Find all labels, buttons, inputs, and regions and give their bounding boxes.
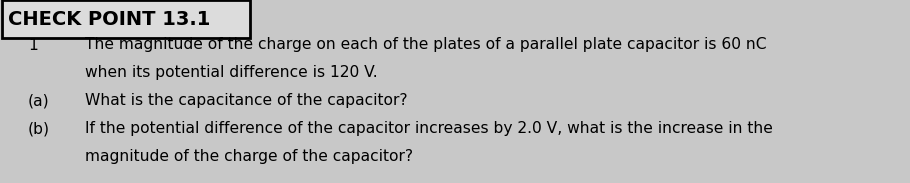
- Text: What is the capacitance of the capacitor?: What is the capacitance of the capacitor…: [85, 94, 408, 109]
- Text: when its potential difference is 120 V.: when its potential difference is 120 V.: [85, 66, 378, 81]
- Text: The magnitude of the charge on each of the plates of a parallel plate capacitor : The magnitude of the charge on each of t…: [85, 38, 766, 53]
- Text: CHECK POINT 13.1: CHECK POINT 13.1: [8, 10, 210, 29]
- Text: 1: 1: [28, 38, 37, 53]
- Text: If the potential difference of the capacitor increases by 2.0 V, what is the inc: If the potential difference of the capac…: [85, 122, 773, 137]
- Text: (a): (a): [28, 94, 50, 109]
- Text: magnitude of the charge of the capacitor?: magnitude of the charge of the capacitor…: [85, 150, 413, 165]
- Text: (b): (b): [28, 122, 50, 137]
- Bar: [2, 0, 250, 38]
